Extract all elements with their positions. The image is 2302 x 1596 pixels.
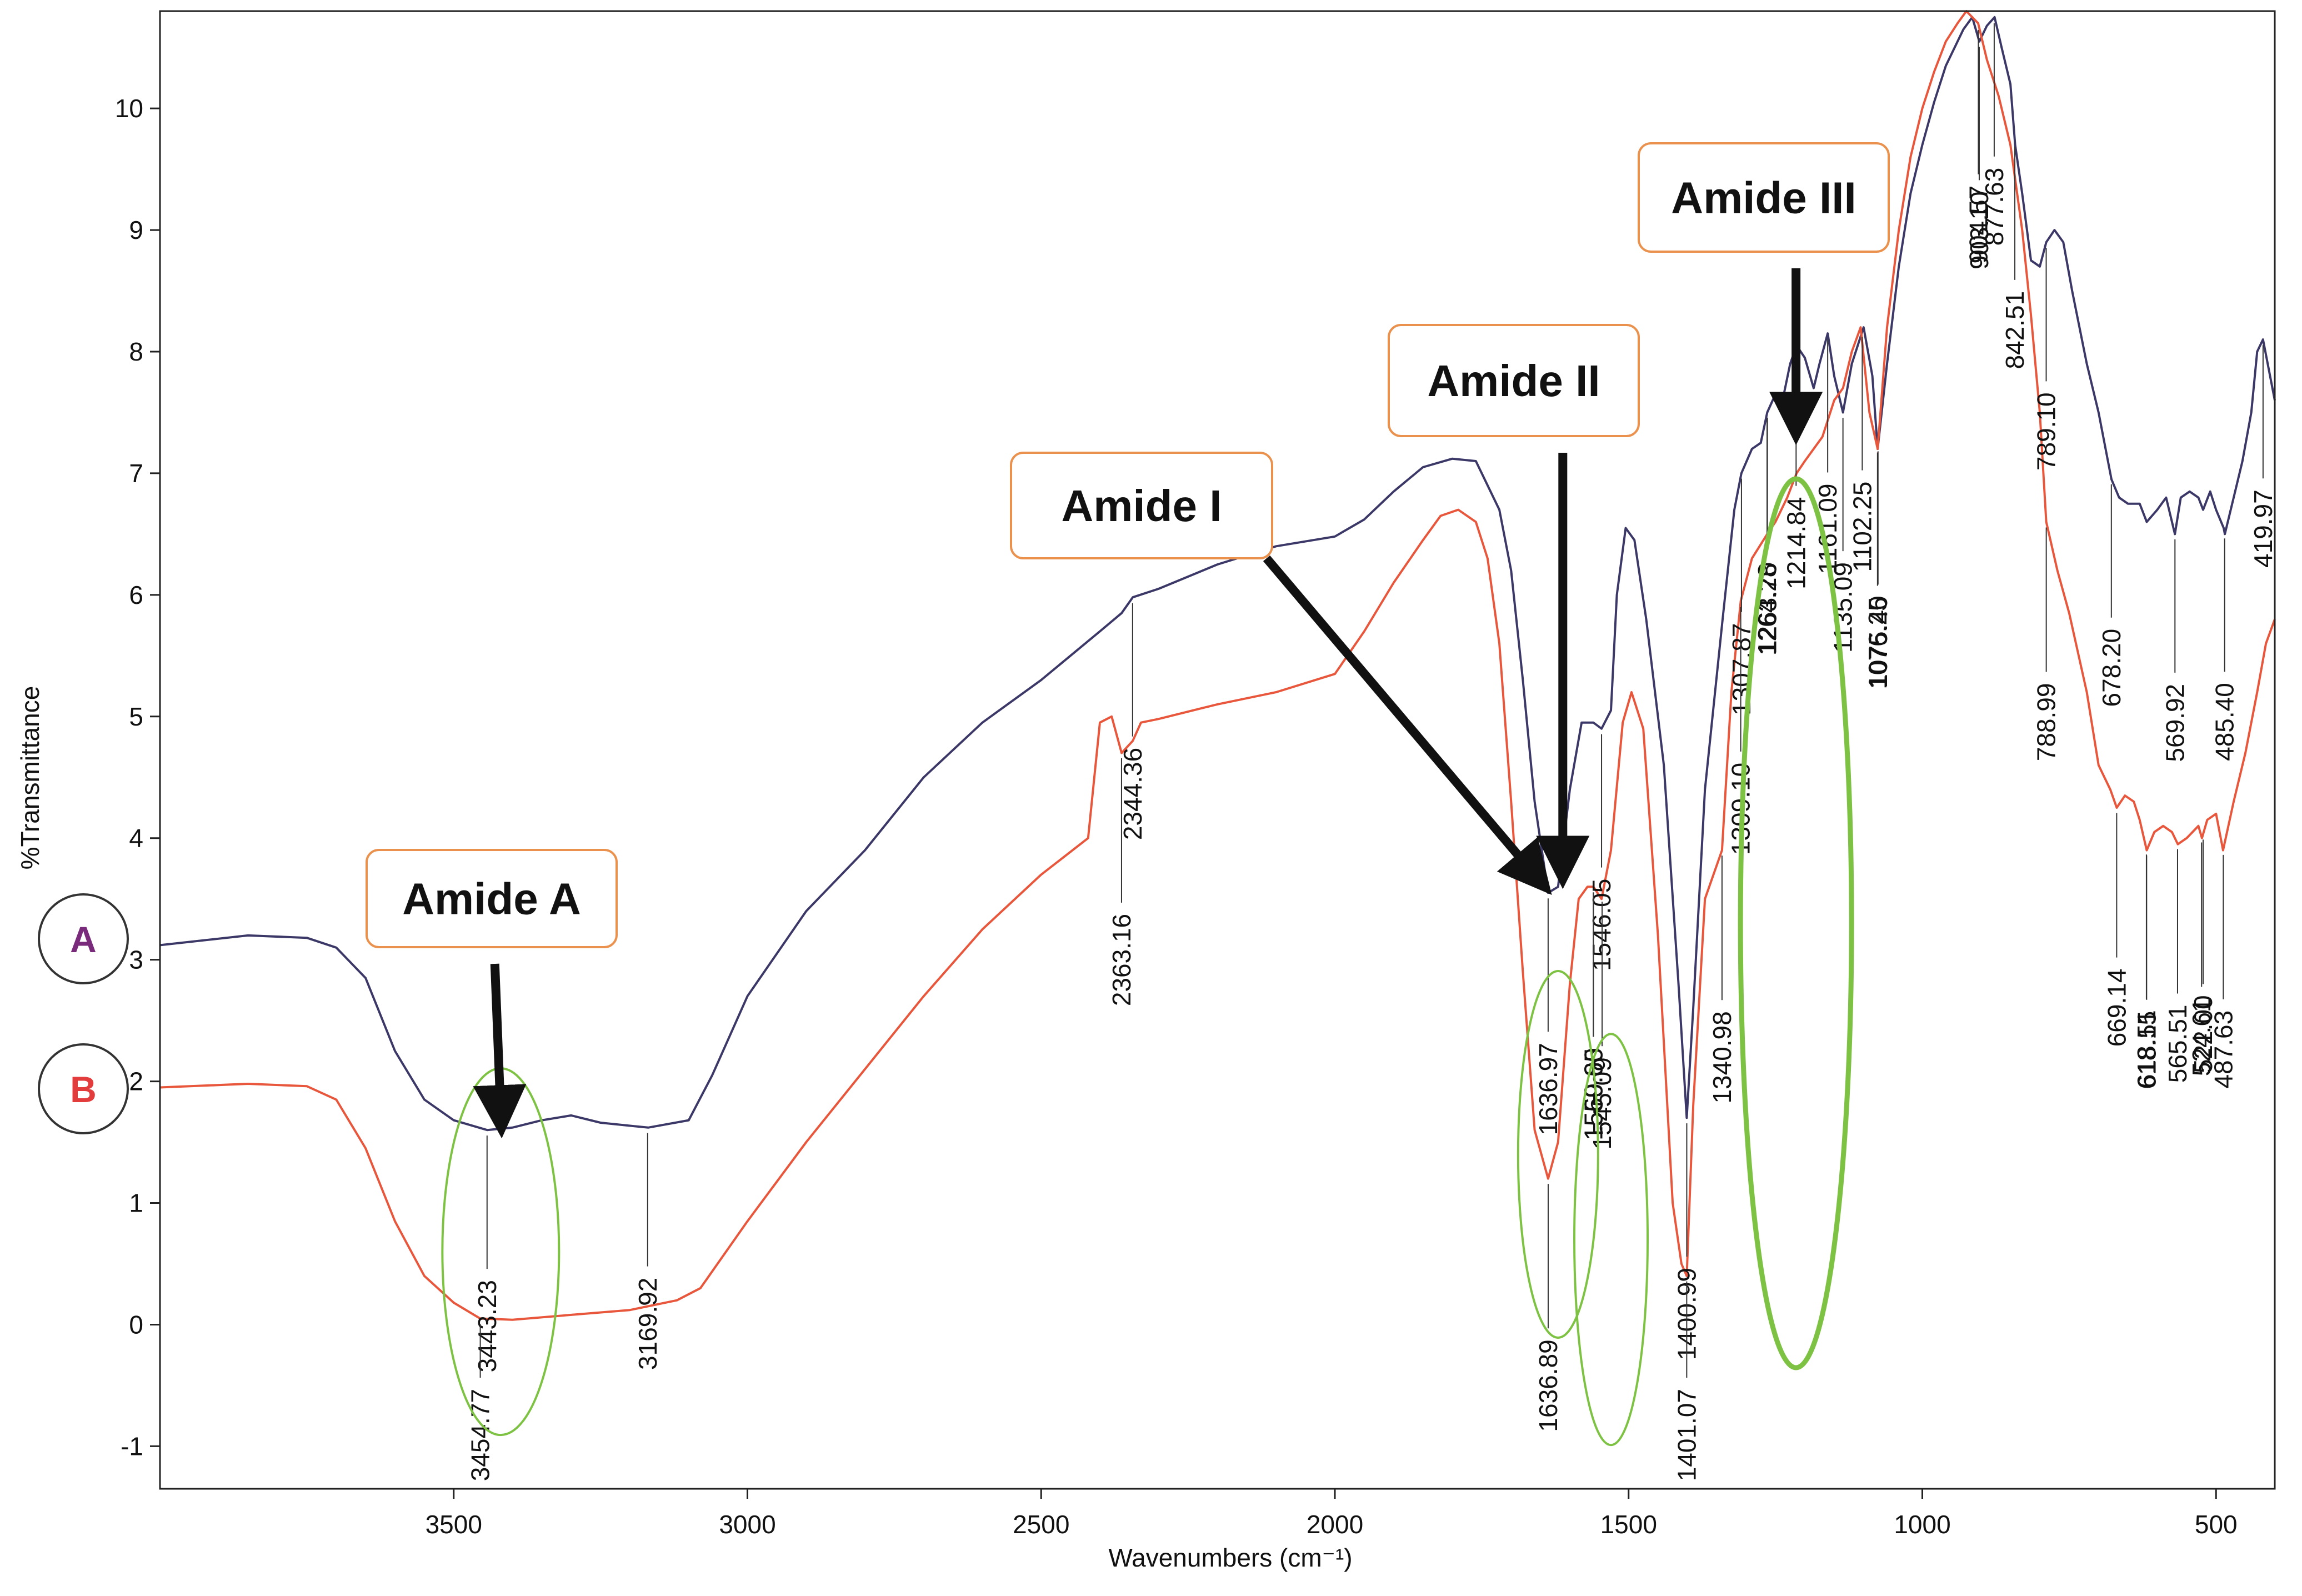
peak-label: 1546.05 bbox=[1587, 879, 1616, 971]
peak-label: 618.15 bbox=[2132, 1011, 2161, 1089]
peak-label: 1636.89 bbox=[1534, 1339, 1563, 1432]
y-tick-label: 3 bbox=[129, 945, 143, 974]
peak-label: 419.97 bbox=[2249, 489, 2278, 568]
y-tick-label: 5 bbox=[129, 702, 143, 731]
x-tick-label: 1000 bbox=[1894, 1510, 1950, 1539]
peak-label: 524.61 bbox=[2187, 998, 2216, 1076]
y-axis-title: %Transmittance bbox=[16, 686, 44, 870]
callout-box-amide-ii bbox=[1388, 324, 1640, 437]
x-axis-title: Wavenumbers (cm⁻¹) bbox=[1108, 1543, 1352, 1572]
plot-frame bbox=[159, 10, 2276, 1490]
highlight-ellipse bbox=[1517, 969, 1599, 1339]
callout-arrow-amide-a bbox=[473, 963, 527, 1139]
callout-label-amide-ii: Amide II bbox=[1427, 356, 1600, 406]
y-tick-label: 4 bbox=[129, 824, 143, 853]
peak-label: 1636.97 bbox=[1534, 1043, 1563, 1135]
peak-label: 485.40 bbox=[2210, 683, 2239, 761]
peak-label: 842.51 bbox=[2000, 291, 2029, 369]
peak-label: 678.20 bbox=[2097, 629, 2126, 707]
highlight-ellipse bbox=[1738, 476, 1854, 1370]
callout-label-amide-iii: Amide III bbox=[1671, 173, 1856, 223]
peak-label: 1076.25 bbox=[1863, 597, 1892, 689]
callout-box-amide-a bbox=[366, 849, 618, 948]
callout-arrow-amide-i bbox=[1263, 555, 1552, 895]
peak-label: 1214.84 bbox=[1781, 497, 1810, 589]
series-line-b bbox=[159, 10, 2276, 1321]
x-tick-label: 3500 bbox=[426, 1510, 482, 1539]
x-tick-label: 2000 bbox=[1307, 1510, 1363, 1539]
y-tick-label: 2 bbox=[129, 1067, 143, 1096]
peak-label: 669.14 bbox=[2102, 969, 2131, 1047]
y-tick-label: -1 bbox=[121, 1432, 143, 1460]
peak-label: 565.51 bbox=[2163, 1005, 2192, 1083]
peak-label: 2344.36 bbox=[1118, 748, 1147, 840]
peak-label: 3169.92 bbox=[633, 1278, 662, 1370]
x-tick-label: 2500 bbox=[1013, 1510, 1069, 1539]
peak-label: 1102.25 bbox=[1848, 482, 1876, 572]
peak-label: 1075.40 bbox=[1864, 596, 1893, 688]
peak-label: 904.57 bbox=[1964, 186, 1993, 264]
peak-label: 1401.07 bbox=[1672, 1389, 1701, 1481]
x-tick-label: 1500 bbox=[1600, 1510, 1657, 1539]
peak-label: 618.51 bbox=[2132, 1010, 2161, 1088]
peak-label: 2363.16 bbox=[1107, 914, 1136, 1006]
peak-label: 789.10 bbox=[2032, 392, 2061, 471]
peak-label: 487.63 bbox=[2209, 1010, 2238, 1089]
callout-label-amide-a: Amide A bbox=[402, 874, 581, 924]
y-tick-label: 6 bbox=[129, 581, 143, 609]
callout-box-amide-i bbox=[1010, 452, 1273, 559]
highlight-ellipse bbox=[1573, 1033, 1649, 1447]
y-tick-label: 1 bbox=[129, 1189, 143, 1218]
y-tick-label: 0 bbox=[129, 1310, 143, 1339]
peak-label: 1545.09 bbox=[1588, 1057, 1617, 1149]
x-tick-label: 500 bbox=[2195, 1510, 2238, 1539]
x-tick-label: 3000 bbox=[719, 1510, 775, 1539]
series-badges-layer: AB bbox=[38, 893, 129, 1134]
peak-label: 1340.98 bbox=[1708, 1011, 1736, 1103]
series-badge-label-a: A bbox=[70, 919, 97, 960]
peak-label: 3454.77 bbox=[466, 1389, 495, 1481]
series-badge-label-b: B bbox=[70, 1069, 97, 1110]
callout-box-amide-iii bbox=[1638, 142, 1890, 253]
peak-label: 788.99 bbox=[2032, 683, 2061, 762]
peak-label: 3443.23 bbox=[473, 1280, 502, 1372]
peak-label: 877.63 bbox=[1980, 168, 2009, 246]
series-badge-b bbox=[38, 1043, 129, 1134]
peak-labels-layer: 3443.23 3169.922344.361636.971546.051400.… bbox=[466, 23, 2278, 1481]
peak-label: 903.10 bbox=[1965, 191, 1994, 269]
peak-label: 569.92 bbox=[2160, 684, 2189, 762]
y-tick-label: 9 bbox=[129, 216, 143, 244]
series-badge-a bbox=[38, 893, 129, 984]
y-tick-label: 10 bbox=[115, 94, 143, 123]
y-tick-label: 8 bbox=[129, 337, 143, 366]
annotation-layer: Amide A Amide I Amide II Amide III bbox=[366, 142, 1890, 1139]
axes-layer: 3500 3000 2500 2000 1500 1000 500 -1 0 1 2 3 4 5 6 7 8 9 1… bbox=[115, 10, 2276, 1539]
y-tick-label: 7 bbox=[129, 459, 143, 488]
peak-label: 522.00 bbox=[2189, 995, 2218, 1073]
callout-label-amide-i: Amide I bbox=[1062, 481, 1222, 531]
